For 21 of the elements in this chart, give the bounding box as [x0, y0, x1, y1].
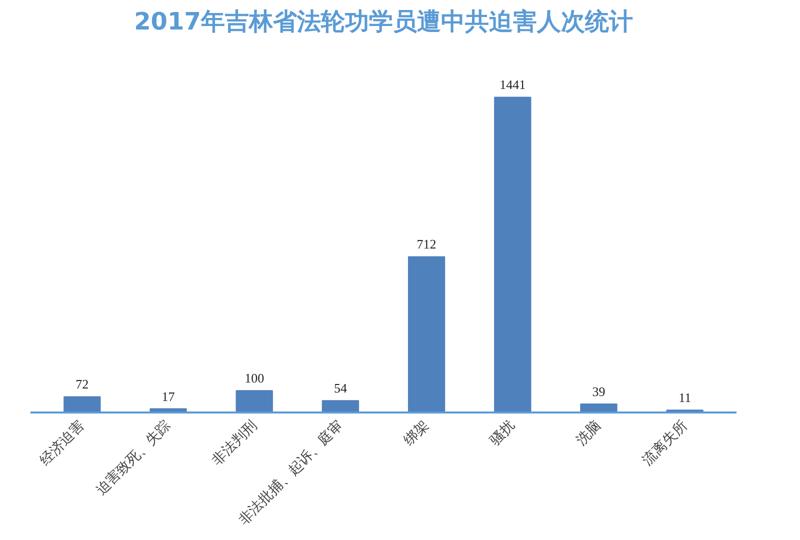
- bar: [236, 390, 273, 412]
- data-label: 39: [592, 384, 606, 399]
- data-label: 17: [162, 388, 176, 404]
- x-tick-label: 经济迫害: [36, 418, 88, 469]
- data-label: 1441: [500, 77, 526, 92]
- bar: [494, 96, 532, 412]
- data-label: 11: [678, 390, 692, 406]
- x-tick-label: 流离失所: [640, 418, 690, 469]
- chart-title: 2017年吉林省法轮功学员遭中共迫害人次统计: [134, 8, 633, 36]
- x-tick-label: 绑架: [401, 418, 432, 449]
- x-tick-label: 非法判刑: [209, 418, 260, 469]
- bar: [64, 396, 101, 412]
- data-label: 72: [76, 376, 89, 392]
- x-tick-label: 骚扰: [487, 418, 518, 449]
- bar: [408, 256, 446, 412]
- data-label: 100: [244, 370, 264, 386]
- data-label: 54: [334, 380, 348, 396]
- bar: [322, 400, 360, 412]
- data-label: 712: [416, 236, 436, 252]
- x-tick-label: 迫害致死、失踪: [93, 418, 174, 498]
- x-tick-label: 洗脑: [573, 418, 604, 449]
